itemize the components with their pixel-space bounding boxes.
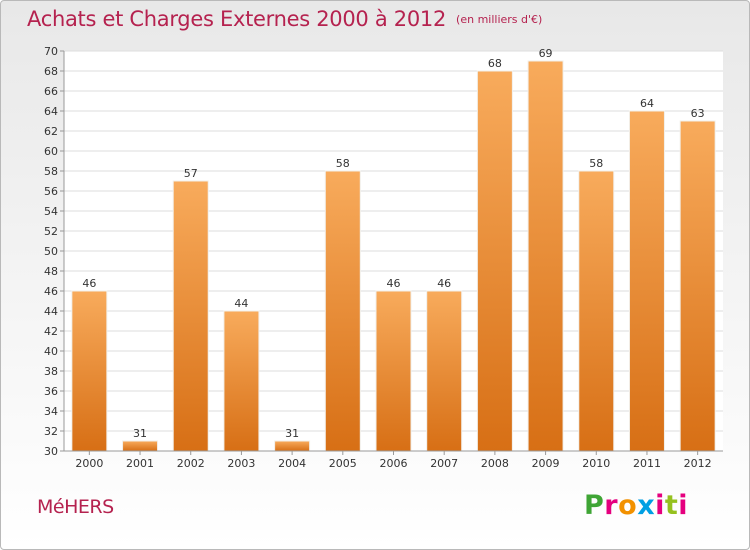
bar-2005 bbox=[324, 170, 361, 452]
data-label-2006: 46 bbox=[387, 277, 401, 290]
y-tick-label-40: 40 bbox=[44, 345, 58, 358]
y-tick-label-34: 34 bbox=[44, 405, 58, 418]
bar-2007 bbox=[426, 290, 463, 452]
bar-2006 bbox=[375, 290, 412, 452]
y-tick-label-54: 54 bbox=[44, 205, 58, 218]
x-tick-label-2004: 2004 bbox=[278, 457, 306, 470]
data-label-2011: 64 bbox=[640, 97, 654, 110]
y-tick-label-42: 42 bbox=[44, 325, 58, 338]
bar-2011 bbox=[628, 110, 665, 452]
commune-name: MéHERS bbox=[37, 496, 114, 518]
y-tick-label-56: 56 bbox=[44, 185, 58, 198]
y-tick-label-60: 60 bbox=[44, 145, 58, 158]
y-tick-label-64: 64 bbox=[44, 105, 58, 118]
x-tick-label-2000: 2000 bbox=[75, 457, 103, 470]
bar-2004 bbox=[274, 440, 311, 452]
y-tick-label-44: 44 bbox=[44, 305, 58, 318]
data-label-2008: 68 bbox=[488, 57, 502, 70]
y-tick-label-48: 48 bbox=[44, 265, 58, 278]
x-tick-label-2001: 2001 bbox=[126, 457, 154, 470]
data-label-2005: 58 bbox=[336, 157, 350, 170]
x-tick-label-2006: 2006 bbox=[380, 457, 408, 470]
bar-2000 bbox=[71, 290, 108, 452]
x-tick-label-2005: 2005 bbox=[329, 457, 357, 470]
bar-2009 bbox=[527, 60, 564, 452]
bar-2010 bbox=[578, 170, 615, 452]
x-tick-label-2003: 2003 bbox=[227, 457, 255, 470]
bar-2012 bbox=[679, 120, 716, 452]
chart-title-row: Achats et Charges Externes 2000 à 2012 (e… bbox=[27, 7, 542, 31]
data-label-2000: 46 bbox=[82, 277, 96, 290]
y-tick-label-58: 58 bbox=[44, 165, 58, 178]
data-label-2004: 31 bbox=[285, 427, 299, 440]
x-tick-label-2012: 2012 bbox=[684, 457, 712, 470]
y-tick-label-52: 52 bbox=[44, 225, 58, 238]
data-label-2012: 63 bbox=[691, 107, 705, 120]
bar-2003 bbox=[223, 310, 260, 452]
y-tick-label-46: 46 bbox=[44, 285, 58, 298]
x-axis: 2000 2001 2002 2003 2004 2005 2006 2007 2008 2009… bbox=[64, 450, 723, 470]
y-axis: 30 32 34 36 38 40 42 44 46 48 50 52 54 56 58 60 62 64 66 68… bbox=[44, 45, 65, 458]
x-tick-label-2010: 2010 bbox=[582, 457, 610, 470]
bars: 46 31 57 44 31 58 46 46 68 69 58 64 63 bbox=[71, 47, 716, 452]
data-label-2003: 44 bbox=[234, 297, 248, 310]
y-tick-label-32: 32 bbox=[44, 425, 58, 438]
x-tick-label-2007: 2007 bbox=[430, 457, 458, 470]
bar-2008 bbox=[476, 70, 513, 452]
y-tick-label-36: 36 bbox=[44, 385, 58, 398]
chart-unit: (en milliers d'€) bbox=[456, 13, 543, 26]
x-tick-label-2002: 2002 bbox=[177, 457, 205, 470]
x-tick-label-2011: 2011 bbox=[633, 457, 661, 470]
y-tick-label-50: 50 bbox=[44, 245, 58, 258]
bar-2002 bbox=[172, 180, 209, 452]
data-label-2010: 58 bbox=[589, 157, 603, 170]
chart-title: Achats et Charges Externes 2000 à 2012 bbox=[27, 7, 447, 31]
bar-2001 bbox=[122, 440, 159, 452]
data-label-2001: 31 bbox=[133, 427, 147, 440]
x-tick-label-2009: 2009 bbox=[532, 457, 560, 470]
y-tick-label-70: 70 bbox=[44, 45, 58, 58]
data-label-2007: 46 bbox=[437, 277, 451, 290]
data-label-2009: 69 bbox=[539, 47, 553, 60]
y-tick-label-62: 62 bbox=[44, 125, 58, 138]
y-tick-label-38: 38 bbox=[44, 365, 58, 378]
y-tick-label-66: 66 bbox=[44, 85, 58, 98]
x-tick-label-2008: 2008 bbox=[481, 457, 509, 470]
proxiti-logo: Proxiti bbox=[584, 490, 689, 521]
y-tick-label-68: 68 bbox=[44, 65, 58, 78]
data-label-2002: 57 bbox=[184, 167, 198, 180]
y-tick-label-30: 30 bbox=[44, 445, 58, 458]
